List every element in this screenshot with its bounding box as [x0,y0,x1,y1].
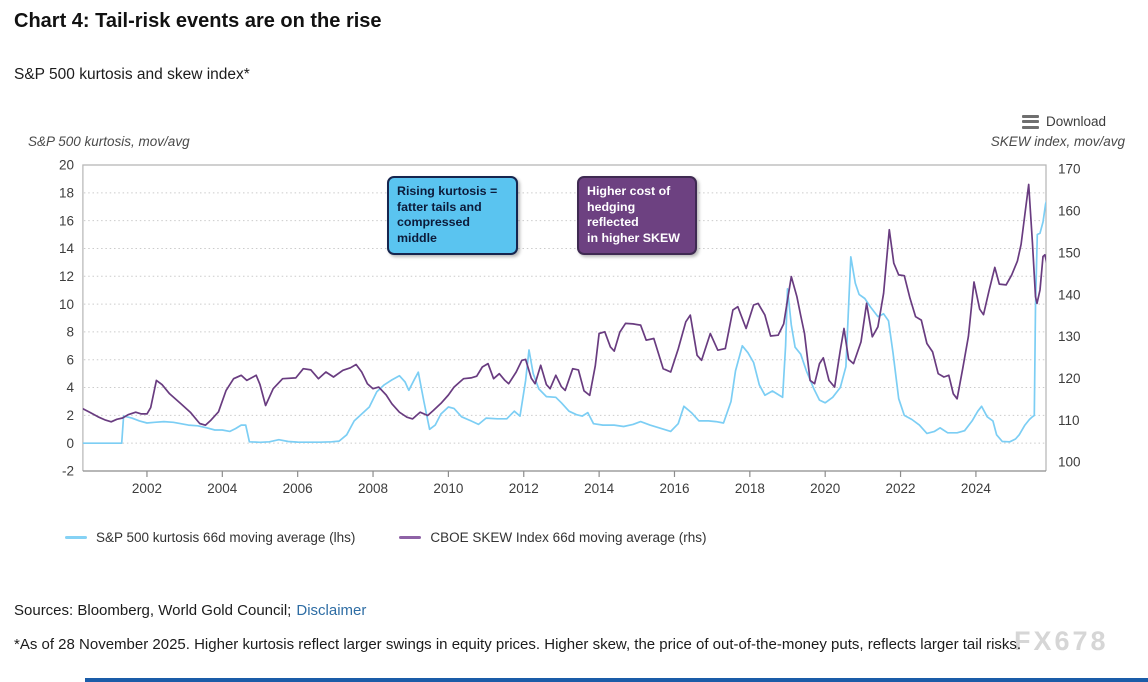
sources-text: Sources: Bloomberg, World Gold Council; [14,602,292,619]
annotation-higher-skew: Higher cost of hedging reflected in high… [577,176,697,255]
right-tick-label: 120 [1058,371,1081,386]
disclaimer-link[interactable]: Disclaimer [296,602,367,619]
x-tick-label: 2006 [283,481,313,496]
right-tick-label: 110 [1058,413,1080,428]
legend-label-skew: CBOE SKEW Index 66d moving average (rhs) [430,530,707,545]
right-tick-label: 170 [1058,162,1081,177]
watermark: FX678 [1014,626,1109,656]
skew-line [82,183,1046,427]
left-tick-label: -2 [62,464,74,479]
download-label: Download [1046,114,1107,129]
x-tick-label: 2014 [584,481,615,496]
kurtosis-line [82,200,1046,445]
download-menu-icon [1022,112,1039,131]
x-tick-label: 2024 [961,481,992,496]
x-tick-label: 2010 [433,481,463,496]
plot-border [82,164,1047,471]
left-tick-label: 6 [66,352,74,367]
page-title: Chart 4: Tail-risk events are on the ris… [14,10,382,32]
x-tick-label: 2020 [810,481,840,496]
legend-item-skew[interactable]: CBOE SKEW Index 66d moving average (rhs) [399,530,707,545]
kurtosis-line-swatch [65,536,87,539]
left-tick-label: 16 [59,213,74,228]
right-tick-label: 150 [1058,245,1081,260]
left-axis-title: S&P 500 kurtosis, mov/avg [28,134,190,149]
sources-line: Sources: Bloomberg, World Gold Council; D… [14,602,366,619]
x-tick-label: 2012 [509,481,539,496]
download-button[interactable]: Download [1022,112,1106,131]
skew-line-swatch [399,536,422,539]
annotation-rising-kurtosis: Rising kurtosis = fatter tails and compr… [387,176,518,255]
legend: S&P 500 kurtosis 66d moving average (lhs… [65,530,707,545]
x-tick-label: 2018 [735,481,765,496]
left-tick-label: 2 [66,408,74,423]
footnote: *As of 28 November 2025. Higher kurtosis… [14,636,1022,653]
right-tick-label: 140 [1058,287,1081,302]
right-tick-label: 130 [1058,329,1081,344]
x-tick-label: 2022 [886,481,916,496]
left-tick-label: 10 [59,297,74,312]
x-tick-label: 2008 [358,481,388,496]
left-tick-label: 0 [66,436,74,451]
right-tick-label: 100 [1058,455,1081,470]
right-tick-label: 160 [1058,204,1081,219]
chart-plot: 2002 2004 2006 2008 2010 2012 2014 2016 2018 2020… [59,158,1081,496]
x-tick-label: 2016 [659,481,689,496]
left-tick-label: 20 [59,158,74,173]
left-tick-label: 14 [59,241,75,256]
chart-subtitle: S&P 500 kurtosis and skew index* [14,66,250,83]
left-tick-label: 18 [59,186,74,201]
x-tick-label: 2002 [132,481,162,496]
left-tick-label: 12 [59,269,74,284]
bottom-accent-bar [85,678,1148,682]
x-tick-label: 2004 [207,481,238,496]
right-axis-title: SKEW index, mov/avg [990,134,1125,149]
left-tick-label: 4 [66,380,74,395]
legend-item-kurtosis[interactable]: S&P 500 kurtosis 66d moving average (lhs… [65,530,355,545]
legend-label-kurtosis: S&P 500 kurtosis 66d moving average (lhs… [96,530,356,545]
left-tick-label: 8 [66,325,74,340]
